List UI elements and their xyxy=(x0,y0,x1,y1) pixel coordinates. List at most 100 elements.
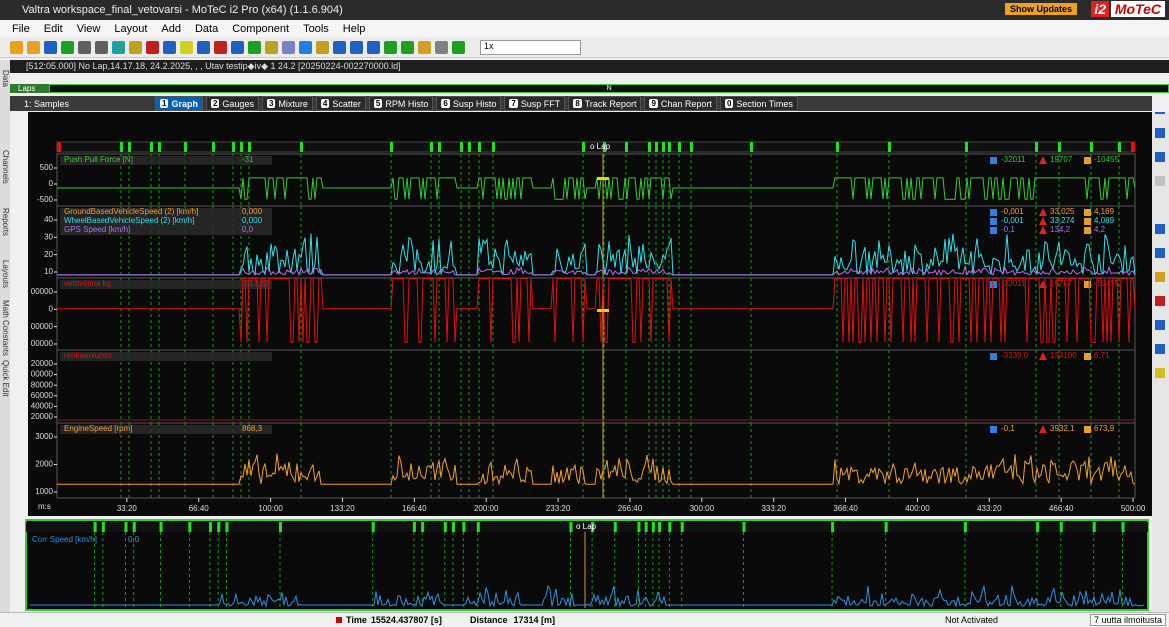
y-tick-label: 00000 xyxy=(31,339,54,348)
lap-block xyxy=(443,522,447,532)
menu-item[interactable]: Help xyxy=(342,22,366,35)
min-icon xyxy=(990,353,997,360)
side-tab[interactable]: Channels xyxy=(1,150,10,184)
lap-block xyxy=(452,522,456,532)
bottom-panel xyxy=(25,519,1149,611)
channel-label-bg xyxy=(60,217,272,226)
lap-marker: o Lap xyxy=(590,142,611,151)
tool-icon[interactable] xyxy=(146,40,159,54)
tab[interactable]: 3 Mixture xyxy=(261,96,313,111)
channel-label-bg xyxy=(60,208,272,217)
tab[interactable]: 8 Track Report xyxy=(568,96,642,111)
tab[interactable]: 1 Graph xyxy=(155,96,203,111)
side-tab[interactable]: Quick Edit xyxy=(1,360,10,397)
avg-icon xyxy=(1084,353,1091,360)
zoom-icon[interactable] xyxy=(1155,368,1165,378)
zoom-icon[interactable] xyxy=(1155,272,1165,282)
side-tab[interactable]: Reports xyxy=(1,208,10,237)
tool-icon[interactable] xyxy=(452,40,465,54)
tab-label: Susp Histo xyxy=(452,98,497,109)
tool-icon[interactable] xyxy=(197,40,210,54)
lap-block xyxy=(884,522,888,532)
sample-selector[interactable]: 1: Samples xyxy=(24,98,70,109)
lap-block xyxy=(212,142,215,152)
zoom-icon[interactable] xyxy=(1155,152,1165,162)
tool-icon[interactable] xyxy=(27,40,40,54)
tool-icon[interactable] xyxy=(61,40,74,54)
lap-block xyxy=(836,142,839,152)
side-tab[interactable]: Math Constants xyxy=(1,300,10,357)
tool-icon[interactable] xyxy=(350,40,363,54)
lap-block xyxy=(462,522,466,532)
channel-avg: 6,71 xyxy=(1094,351,1110,360)
tab[interactable]: 9 Chan Report xyxy=(644,96,717,111)
menu-item[interactable]: Layout xyxy=(114,22,148,35)
zoom-icon[interactable] xyxy=(1155,112,1165,114)
tool-icon[interactable] xyxy=(10,40,23,54)
tool-icon[interactable] xyxy=(333,40,346,54)
menu-item[interactable]: Add xyxy=(161,22,181,35)
notifications[interactable]: 7 uutta ilmoitusta xyxy=(1090,614,1167,626)
zoom-dropdown[interactable]: 1x xyxy=(480,39,581,55)
tab[interactable]: 4 Scatter xyxy=(315,96,366,111)
channel-avg: 4,2 xyxy=(1094,225,1106,234)
lap-block xyxy=(613,522,617,532)
side-tab[interactable]: Data xyxy=(1,70,10,87)
tab[interactable]: 5 RPM Histo xyxy=(368,96,434,111)
lap-block xyxy=(232,142,235,152)
tool-icon[interactable] xyxy=(129,40,142,54)
tool-icon[interactable] xyxy=(367,40,380,54)
tool-icon[interactable] xyxy=(180,40,193,54)
tool-icon[interactable] xyxy=(248,40,261,54)
tool-icon[interactable] xyxy=(231,40,244,54)
y-tick-label: -500 xyxy=(37,195,54,204)
laps-bar: Laps N xyxy=(10,84,1169,93)
channel-avg: -10455 xyxy=(1094,279,1119,288)
tool-icon[interactable] xyxy=(435,40,448,54)
tool-icon[interactable] xyxy=(282,40,295,54)
tool-icon[interactable] xyxy=(299,40,312,54)
tool-icon[interactable] xyxy=(163,40,176,54)
channel-avg: -10455 xyxy=(1094,155,1119,164)
tool-icon[interactable] xyxy=(401,40,414,54)
min-icon xyxy=(990,426,997,433)
side-tab[interactable]: Layouts xyxy=(1,260,10,289)
menu-item[interactable]: Tools xyxy=(303,22,329,35)
x-tick-label: 500:00 xyxy=(1121,504,1146,513)
tab[interactable]: 7 Susp FFT xyxy=(504,96,566,111)
tab[interactable]: 0 Section Times xyxy=(719,96,798,111)
zoom-icon[interactable] xyxy=(1155,248,1165,258)
tool-icon[interactable] xyxy=(316,40,329,54)
show-updates-button[interactable]: Show Updates xyxy=(1004,3,1077,15)
channel-max: 134100 xyxy=(1050,351,1077,360)
tool-icon[interactable] xyxy=(95,40,108,54)
tab[interactable]: 6 Susp Histo xyxy=(436,96,502,111)
tab[interactable]: 2 Gauges xyxy=(205,96,259,111)
lap-block xyxy=(184,142,187,152)
lap-block xyxy=(93,522,97,532)
tool-icon[interactable] xyxy=(112,40,125,54)
channel-max: 3932,1 xyxy=(1050,424,1075,433)
tool-icon[interactable] xyxy=(384,40,397,54)
tool-icon[interactable] xyxy=(44,40,57,54)
activation: Not Activated xyxy=(945,615,999,625)
menu-item[interactable]: Edit xyxy=(43,22,63,35)
zoom-icon[interactable] xyxy=(1155,176,1165,186)
lap-block xyxy=(371,522,375,532)
tool-icon[interactable] xyxy=(265,40,278,54)
channel-min: -32011 xyxy=(1001,155,1026,164)
tool-icon[interactable] xyxy=(418,40,431,54)
zoom-icon[interactable] xyxy=(1155,224,1165,234)
zoom-icon[interactable] xyxy=(1155,320,1165,330)
channel-label-bg xyxy=(60,352,272,361)
tool-icon[interactable] xyxy=(214,40,227,54)
zoom-icon[interactable] xyxy=(1155,296,1165,306)
tool-icon[interactable] xyxy=(78,40,91,54)
menu-item[interactable]: View xyxy=(76,22,101,35)
menu-item[interactable]: Data xyxy=(194,22,219,35)
lap-block xyxy=(637,522,641,532)
zoom-icon[interactable] xyxy=(1155,128,1165,138)
menu-item[interactable]: File xyxy=(12,22,30,35)
menu-item[interactable]: Component xyxy=(232,22,290,35)
zoom-icon[interactable] xyxy=(1155,344,1165,354)
